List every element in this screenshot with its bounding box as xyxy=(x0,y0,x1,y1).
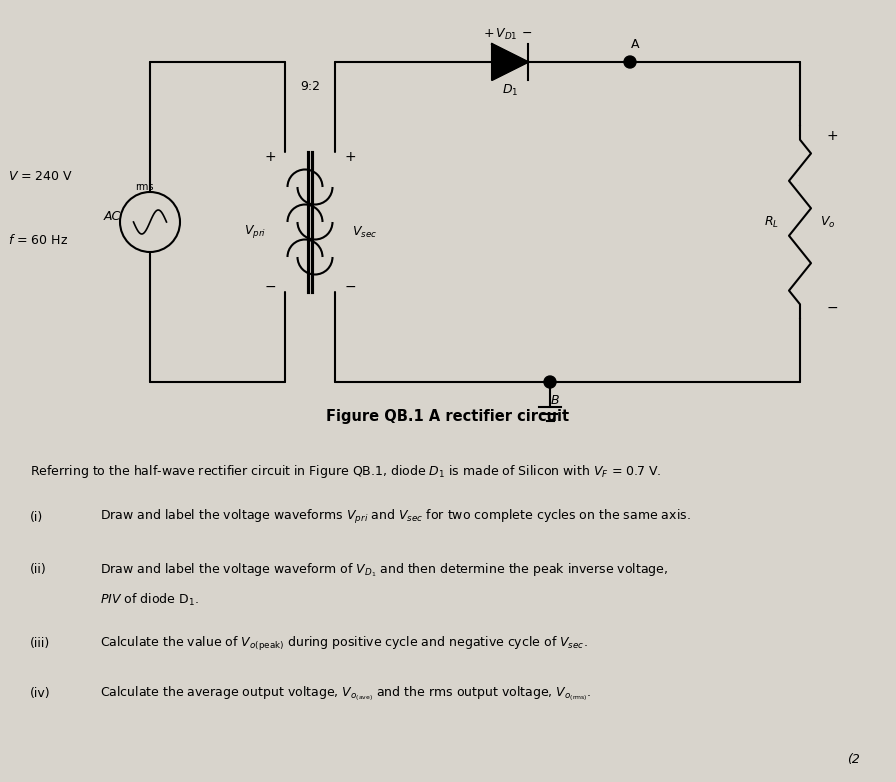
Text: (iii): (iii) xyxy=(30,637,50,651)
Text: $V$ = 240 V: $V$ = 240 V xyxy=(8,170,73,184)
Text: Referring to the half-wave rectifier circuit in Figure QB.1, diode $D_1$ is made: Referring to the half-wave rectifier cir… xyxy=(30,464,661,480)
Text: $+\, V_{D1}\,-$: $+\, V_{D1}\,-$ xyxy=(483,27,532,41)
Text: $V_{pri}$: $V_{pri}$ xyxy=(244,224,266,241)
Text: B: B xyxy=(551,393,559,407)
Text: Calculate the average output voltage, $V_{o_{(\mathrm{ave})}}$ and the rms outpu: Calculate the average output voltage, $V… xyxy=(100,684,591,704)
Text: −: − xyxy=(344,280,356,294)
Text: A: A xyxy=(631,38,639,51)
Text: rms: rms xyxy=(135,182,153,192)
Polygon shape xyxy=(492,44,528,80)
Text: −: − xyxy=(264,280,276,294)
Text: Figure QB.1 A rectifier circuit: Figure QB.1 A rectifier circuit xyxy=(326,410,570,425)
Text: $PIV$ of diode D$_1$.: $PIV$ of diode D$_1$. xyxy=(100,592,199,608)
Text: (iv): (iv) xyxy=(30,687,51,701)
Text: (i): (i) xyxy=(30,511,43,523)
Text: $V_{sec}$: $V_{sec}$ xyxy=(352,224,377,239)
Circle shape xyxy=(544,376,556,388)
Text: $V_o$: $V_o$ xyxy=(820,214,836,230)
Text: 9:2: 9:2 xyxy=(300,81,320,94)
Text: −: − xyxy=(826,301,838,315)
Text: Calculate the value of $V_{o(\mathrm{peak})}$ during positive cycle and negative: Calculate the value of $V_{o(\mathrm{pea… xyxy=(100,635,588,653)
Circle shape xyxy=(624,56,636,68)
Text: AC: AC xyxy=(103,210,121,224)
Text: Draw and label the voltage waveform of $V_{D_1}$ and then determine the peak inv: Draw and label the voltage waveform of $… xyxy=(100,561,668,579)
Text: Draw and label the voltage waveforms $V_{pri}$ and $V_{sec}$ for two complete cy: Draw and label the voltage waveforms $V_… xyxy=(100,508,691,526)
Text: $f$ = 60 Hz: $f$ = 60 Hz xyxy=(8,233,68,247)
Text: +: + xyxy=(826,129,838,143)
Text: $R_L$: $R_L$ xyxy=(764,214,780,230)
Text: (ii): (ii) xyxy=(30,564,47,576)
Text: (2: (2 xyxy=(847,754,860,766)
Text: $D_1$: $D_1$ xyxy=(502,82,518,98)
Text: +: + xyxy=(344,150,356,164)
Text: +: + xyxy=(264,150,276,164)
